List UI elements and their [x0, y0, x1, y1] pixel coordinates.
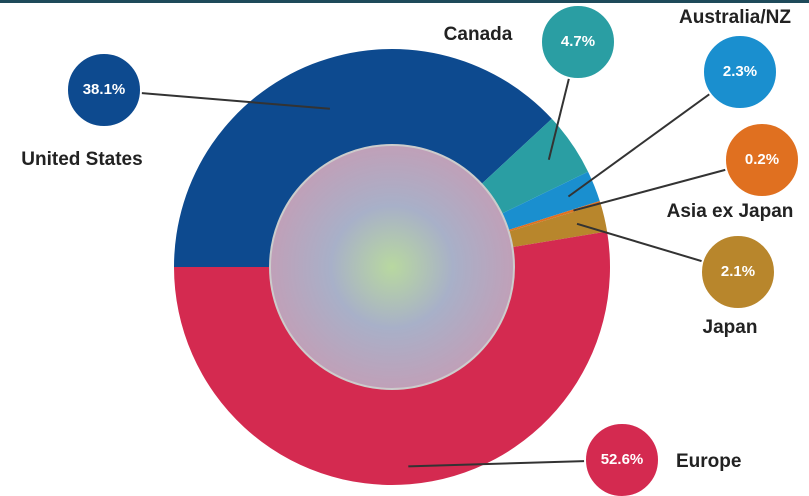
category-label: United States	[21, 149, 142, 170]
value-label: 2.1%	[721, 263, 755, 280]
category-label: Canada	[444, 24, 513, 45]
category-label: Japan	[703, 317, 758, 338]
category-label: Asia ex Japan	[667, 201, 794, 222]
callout-bubble	[700, 234, 776, 310]
callout-bubble	[584, 422, 660, 496]
hub	[269, 144, 515, 390]
callout-bubble	[66, 52, 142, 128]
category-label: Australia/NZ	[679, 7, 791, 28]
top-border	[0, 0, 809, 3]
callout-bubble	[702, 34, 778, 110]
callout-bubble	[540, 4, 616, 80]
category-label: Europe	[676, 451, 741, 472]
value-label: 52.6%	[601, 451, 644, 468]
value-label: 0.2%	[745, 151, 779, 168]
value-label: 2.3%	[723, 63, 757, 80]
value-label: 4.7%	[561, 33, 595, 50]
value-label: 38.1%	[83, 81, 126, 98]
callout-bubble	[724, 122, 800, 198]
